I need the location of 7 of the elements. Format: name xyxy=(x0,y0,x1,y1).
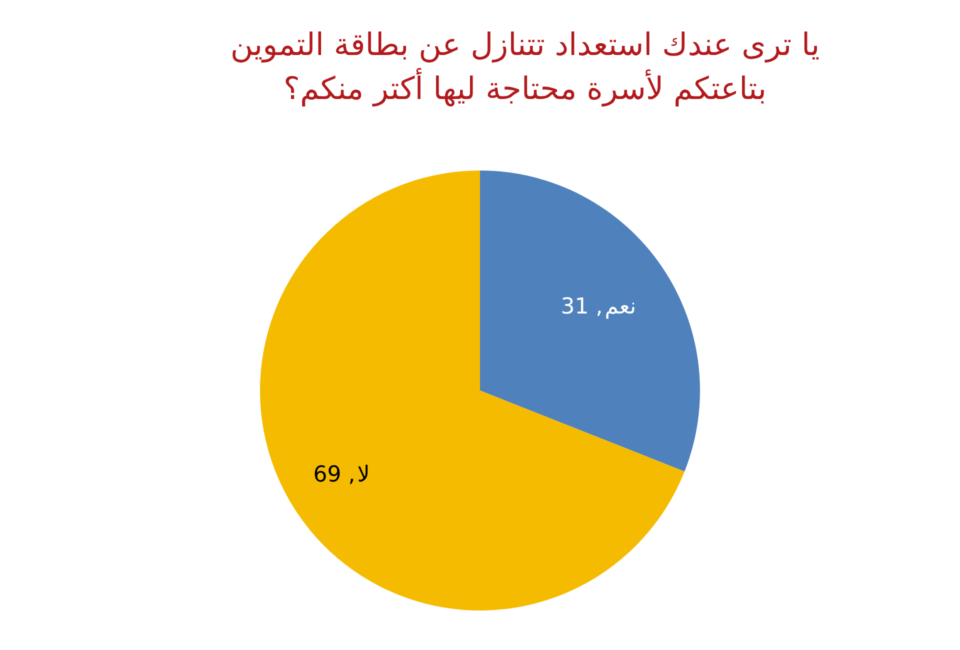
pie-slice xyxy=(480,170,700,472)
data-label: , 69 xyxy=(313,462,356,488)
pie-slice xyxy=(260,170,685,610)
slice-label: نعم xyxy=(604,294,636,320)
data-label: , 31 xyxy=(560,294,603,320)
slice-label: لا xyxy=(357,462,370,488)
chart-title: يا ترى عندك استعداد تتنازل عن بطاقة التموين بتاعتكم لأسرة محتاجة ليها أكتر منكم؟ xyxy=(230,27,820,107)
